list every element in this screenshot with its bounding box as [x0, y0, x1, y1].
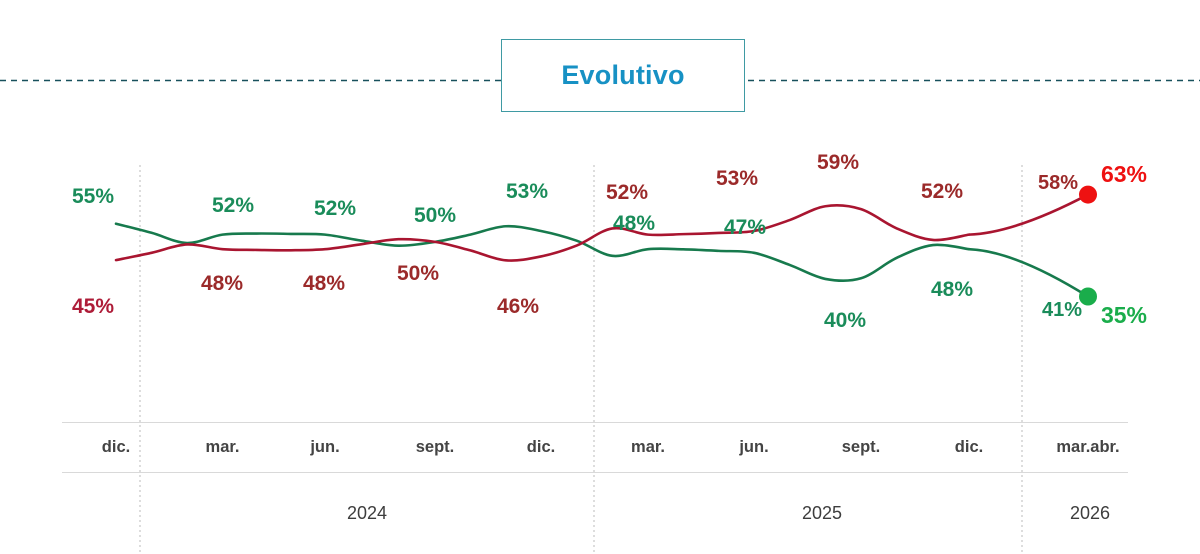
svg-text:41%: 41%: [1042, 299, 1082, 321]
svg-text:48%: 48%: [613, 212, 655, 235]
svg-text:59%: 59%: [817, 151, 859, 174]
svg-text:46%: 46%: [497, 295, 539, 318]
svg-text:48%: 48%: [201, 272, 243, 295]
svg-text:63%: 63%: [1101, 161, 1147, 187]
svg-text:52%: 52%: [606, 181, 648, 204]
svg-text:48%: 48%: [931, 278, 973, 301]
svg-text:45%: 45%: [72, 295, 114, 318]
svg-text:48%: 48%: [303, 272, 345, 295]
svg-text:50%: 50%: [397, 262, 439, 285]
svg-text:52%: 52%: [921, 180, 963, 203]
svg-text:50%: 50%: [414, 204, 456, 227]
svg-text:40%: 40%: [824, 309, 866, 332]
svg-text:52%: 52%: [212, 194, 254, 217]
svg-text:53%: 53%: [506, 180, 548, 203]
svg-text:55%: 55%: [72, 185, 114, 208]
svg-text:35%: 35%: [1101, 302, 1147, 328]
svg-text:58%: 58%: [1038, 172, 1078, 194]
svg-text:52%: 52%: [314, 197, 356, 220]
svg-text:47%: 47%: [724, 216, 766, 239]
svg-text:53%: 53%: [716, 167, 758, 190]
